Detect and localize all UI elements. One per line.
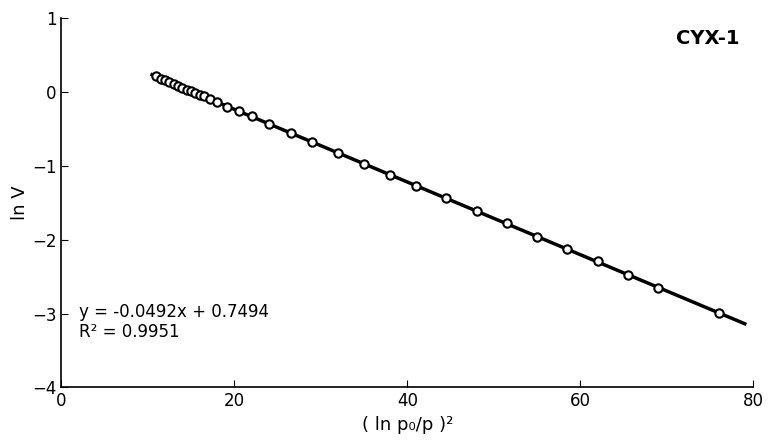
Point [232,108,245,115]
Point [470,207,483,214]
Point [184,88,197,95]
Point [176,84,188,91]
X-axis label: ( ln p₀/p )²: ( ln p₀/p )² [362,416,453,434]
Point [561,246,574,253]
Point [652,284,664,291]
Point [164,79,176,86]
Point [622,271,634,279]
Y-axis label: ln V: ln V [11,186,29,220]
Point [181,86,193,93]
Point [591,258,604,265]
Point [194,91,206,98]
Point [712,309,725,316]
Text: y = -0.0492x + 0.7494
R² = 0.9951: y = -0.0492x + 0.7494 R² = 0.9951 [78,303,269,341]
Point [150,73,163,80]
Point [221,103,233,110]
Point [410,182,422,190]
Point [284,129,297,136]
Point [154,75,167,82]
Point [501,220,513,227]
Point [211,98,223,105]
Point [189,90,202,97]
Point [332,150,344,157]
Point [172,82,184,89]
Point [198,93,210,100]
Point [159,77,171,84]
Point [167,80,180,87]
Point [384,171,396,178]
Point [440,195,453,202]
Text: CYX-1: CYX-1 [676,29,739,48]
Point [358,160,370,167]
Point [531,233,543,240]
Point [246,113,258,120]
Point [306,139,319,146]
Point [204,96,216,103]
Point [263,120,275,127]
